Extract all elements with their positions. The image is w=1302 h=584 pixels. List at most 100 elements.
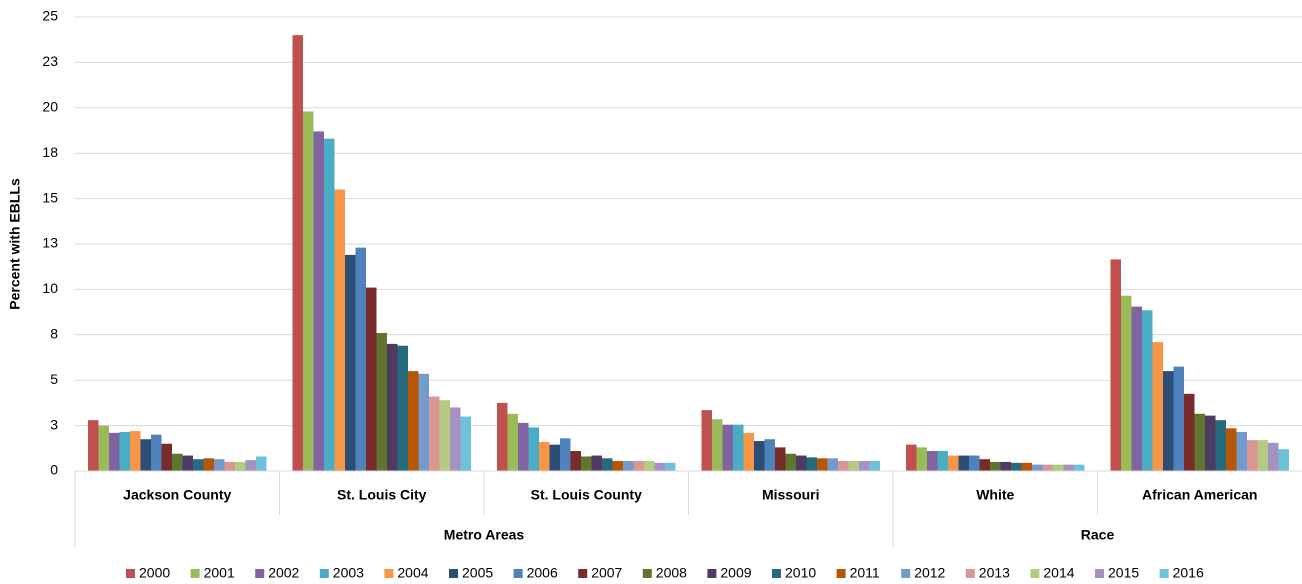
bar xyxy=(245,460,256,471)
y-tick-label: 20 xyxy=(42,99,58,115)
bar xyxy=(518,422,529,471)
bar xyxy=(549,444,560,471)
bar xyxy=(701,410,712,471)
legend-swatch xyxy=(578,569,588,578)
bar xyxy=(1173,366,1184,471)
bar xyxy=(450,407,461,471)
bar xyxy=(303,111,314,471)
bar xyxy=(345,254,356,471)
legend-label: 2009 xyxy=(720,565,751,581)
legend-swatch xyxy=(901,569,911,578)
bar xyxy=(612,461,623,471)
bar xyxy=(256,456,267,471)
legend-label: 2008 xyxy=(656,565,687,581)
x-tick-label: White xyxy=(976,487,1014,503)
bar xyxy=(1257,440,1268,471)
x-tick-label: Missouri xyxy=(762,487,820,503)
legend-swatch xyxy=(1095,569,1104,578)
bar xyxy=(633,461,644,471)
bar xyxy=(1268,442,1279,471)
legend-swatch xyxy=(965,569,975,578)
y-tick-label: 13 xyxy=(42,235,58,251)
bar xyxy=(775,447,786,471)
bar xyxy=(497,402,508,471)
bar xyxy=(439,400,450,471)
bar xyxy=(733,424,744,471)
bar xyxy=(1021,462,1032,471)
y-tick-label: 25 xyxy=(42,8,58,24)
legend-label: 2005 xyxy=(462,565,493,581)
bar xyxy=(109,432,120,471)
bar xyxy=(408,371,419,471)
bar xyxy=(591,455,602,471)
bar xyxy=(418,373,429,471)
bar xyxy=(1000,461,1011,471)
bar xyxy=(806,457,817,471)
y-tick-label: 8 xyxy=(50,326,58,342)
bar xyxy=(958,455,969,471)
legend-swatch xyxy=(1030,569,1040,578)
x-tick-label: St. Louis County xyxy=(531,487,642,503)
x-tick-label: Jackson County xyxy=(123,487,231,503)
bar xyxy=(161,443,172,471)
legend-label: 2013 xyxy=(979,565,1010,581)
x-tick-label: African American xyxy=(1142,487,1257,503)
bar xyxy=(1184,393,1195,471)
bar xyxy=(581,456,592,471)
bar xyxy=(1131,306,1142,471)
bar xyxy=(906,444,917,471)
bar xyxy=(88,420,99,471)
legend-label: 2010 xyxy=(785,565,816,581)
bar xyxy=(203,458,214,471)
legend-swatch xyxy=(642,569,652,578)
legend-swatch xyxy=(255,569,265,578)
legend-label: 2015 xyxy=(1108,565,1139,581)
legend-swatch xyxy=(126,569,135,578)
legend-label: 2016 xyxy=(1173,565,1204,581)
bar xyxy=(172,453,183,471)
bar xyxy=(916,447,927,471)
bar xyxy=(1205,415,1216,471)
bar xyxy=(754,441,765,471)
bar xyxy=(1063,464,1074,471)
bar xyxy=(1247,440,1258,471)
legend-label: 2002 xyxy=(268,565,299,581)
bar xyxy=(292,35,303,471)
bar xyxy=(1163,371,1174,471)
bar xyxy=(1042,464,1053,471)
bar xyxy=(859,461,870,471)
legend-swatch xyxy=(319,569,329,578)
group-label: Race xyxy=(1081,527,1115,543)
bar xyxy=(644,461,655,471)
bar xyxy=(98,425,109,471)
legend-label: 2000 xyxy=(139,565,170,581)
legend-swatch xyxy=(449,569,458,578)
bar xyxy=(1236,431,1247,471)
legend-label: 2001 xyxy=(204,565,235,581)
bar xyxy=(764,439,775,471)
bar xyxy=(927,451,938,471)
bar xyxy=(1215,420,1226,471)
bar xyxy=(937,451,948,471)
bar xyxy=(796,455,807,471)
legend-swatch xyxy=(513,569,523,578)
legend-swatch xyxy=(384,569,394,578)
bar xyxy=(1110,259,1121,471)
bar xyxy=(539,441,550,471)
bar xyxy=(1011,462,1022,471)
bar xyxy=(313,131,324,471)
bar xyxy=(665,462,676,471)
y-tick-label: 5 xyxy=(50,371,58,387)
y-tick-label: 3 xyxy=(50,416,58,432)
bar xyxy=(507,413,518,471)
legend-swatch xyxy=(772,569,781,578)
y-tick-label: 23 xyxy=(42,53,58,69)
bar xyxy=(1194,413,1205,471)
bar xyxy=(848,461,859,471)
bar xyxy=(460,416,471,471)
legend-swatch xyxy=(707,569,717,578)
bar xyxy=(979,459,990,471)
legend-swatch xyxy=(836,569,846,578)
legend-label: 2003 xyxy=(333,565,364,581)
